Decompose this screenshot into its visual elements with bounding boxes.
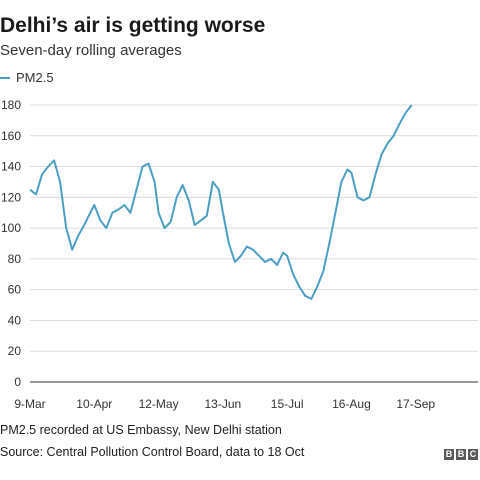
logo-letter: B (456, 449, 466, 460)
logo-letter: C (468, 449, 478, 460)
y-tick-label: 0 (14, 375, 21, 389)
y-tick-label: 80 (8, 252, 22, 266)
x-tick-label: 12-May (139, 397, 179, 411)
legend: PM2.5 (0, 70, 54, 85)
legend-label: PM2.5 (16, 70, 54, 85)
x-tick-label: 17-Sep (396, 397, 435, 411)
y-tick-label: 160 (1, 129, 21, 143)
series-line-pm25 (29, 104, 413, 300)
footnote: PM2.5 recorded at US Embassy, New Delhi … (0, 423, 282, 437)
y-tick-label: 180 (1, 98, 21, 112)
chart-subtitle: Seven-day rolling averages (0, 42, 182, 59)
x-tick-label: 15-Jul (271, 397, 304, 411)
x-tick-label: 16-Aug (332, 397, 371, 411)
y-tick-label: 140 (1, 160, 21, 174)
bbc-logo: B B C (444, 449, 478, 460)
chart-title: Delhi’s air is getting worse (0, 14, 266, 37)
y-tick-label: 100 (1, 221, 21, 235)
x-tick-label: 10-Apr (76, 397, 112, 411)
y-tick-label: 20 (8, 344, 22, 358)
y-tick-label: 120 (1, 190, 21, 204)
y-tick-label: 40 (8, 313, 22, 327)
x-tick-label: 13-Jun (205, 397, 242, 411)
logo-letter: B (444, 449, 454, 460)
legend-swatch (0, 76, 10, 79)
x-tick-label: 9-Mar (14, 397, 45, 411)
y-tick-label: 60 (8, 283, 22, 297)
source-note: Source: Central Pollution Control Board,… (0, 445, 305, 459)
